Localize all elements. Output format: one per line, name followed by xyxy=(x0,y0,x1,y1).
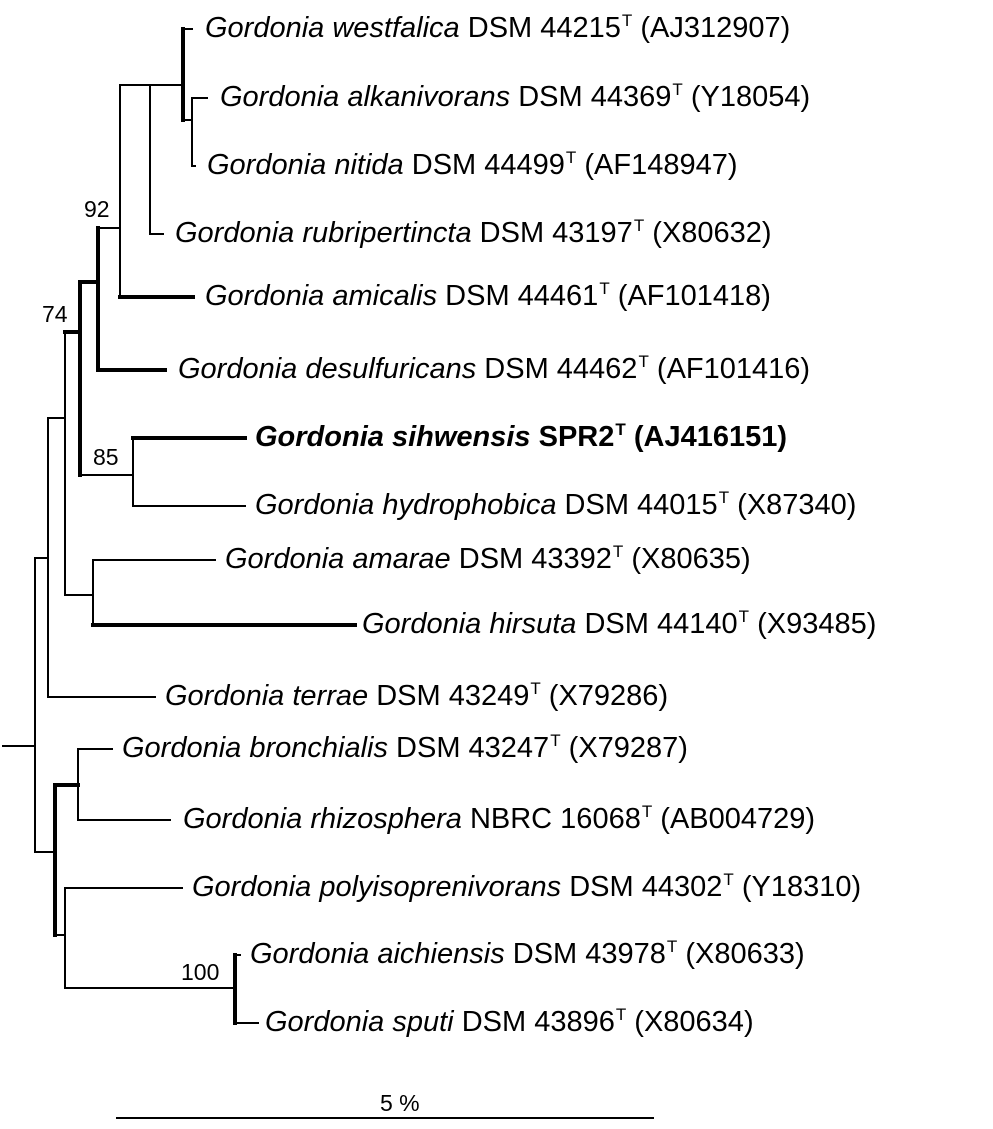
taxon-label: Gordonia rubripertincta DSM 43197T (X806… xyxy=(175,216,772,249)
taxon-label-highlight: Gordonia sihwensis SPR2T (AJ416151) xyxy=(255,420,787,453)
taxon-label: Gordonia amarae DSM 43392T (X80635) xyxy=(225,542,751,575)
bootstrap-value: 85 xyxy=(93,444,119,470)
taxon-label: Gordonia aichiensis DSM 43978T (X80633) xyxy=(250,937,805,970)
bootstrap-value: 74 xyxy=(42,301,68,327)
taxon-label: Gordonia hydrophobica DSM 44015T (X87340… xyxy=(255,488,857,521)
bootstrap-value: 100 xyxy=(181,959,220,985)
taxon-label: Gordonia bronchialis DSM 43247T (X79287) xyxy=(122,731,688,764)
scale-bar-label: 5 % xyxy=(380,1090,420,1116)
taxon-label: Gordonia hirsuta DSM 44140T (X93485) xyxy=(362,607,877,640)
taxon-label: Gordonia alkanivorans DSM 44369T (Y18054… xyxy=(220,80,811,113)
taxon-label: Gordonia westfalica DSM 44215T (AJ312907… xyxy=(205,11,791,44)
taxon-label: Gordonia amicalis DSM 44461T (AF101418) xyxy=(205,279,771,312)
taxon-label: Gordonia sputi DSM 43896T (X80634) xyxy=(265,1005,754,1038)
taxon-label: Gordonia rhizosphera NBRC 16068T (AB0047… xyxy=(183,802,816,835)
taxon-label: Gordonia desulfuricans DSM 44462T (AF101… xyxy=(178,352,811,385)
taxon-label: Gordonia nitida DSM 44499T (AF148947) xyxy=(207,148,738,181)
taxon-label: Gordonia terrae DSM 43249T (X79286) xyxy=(165,679,669,712)
taxon-label: Gordonia polyisoprenivorans DSM 44302T (… xyxy=(192,870,862,903)
bootstrap-value: 92 xyxy=(84,196,110,222)
